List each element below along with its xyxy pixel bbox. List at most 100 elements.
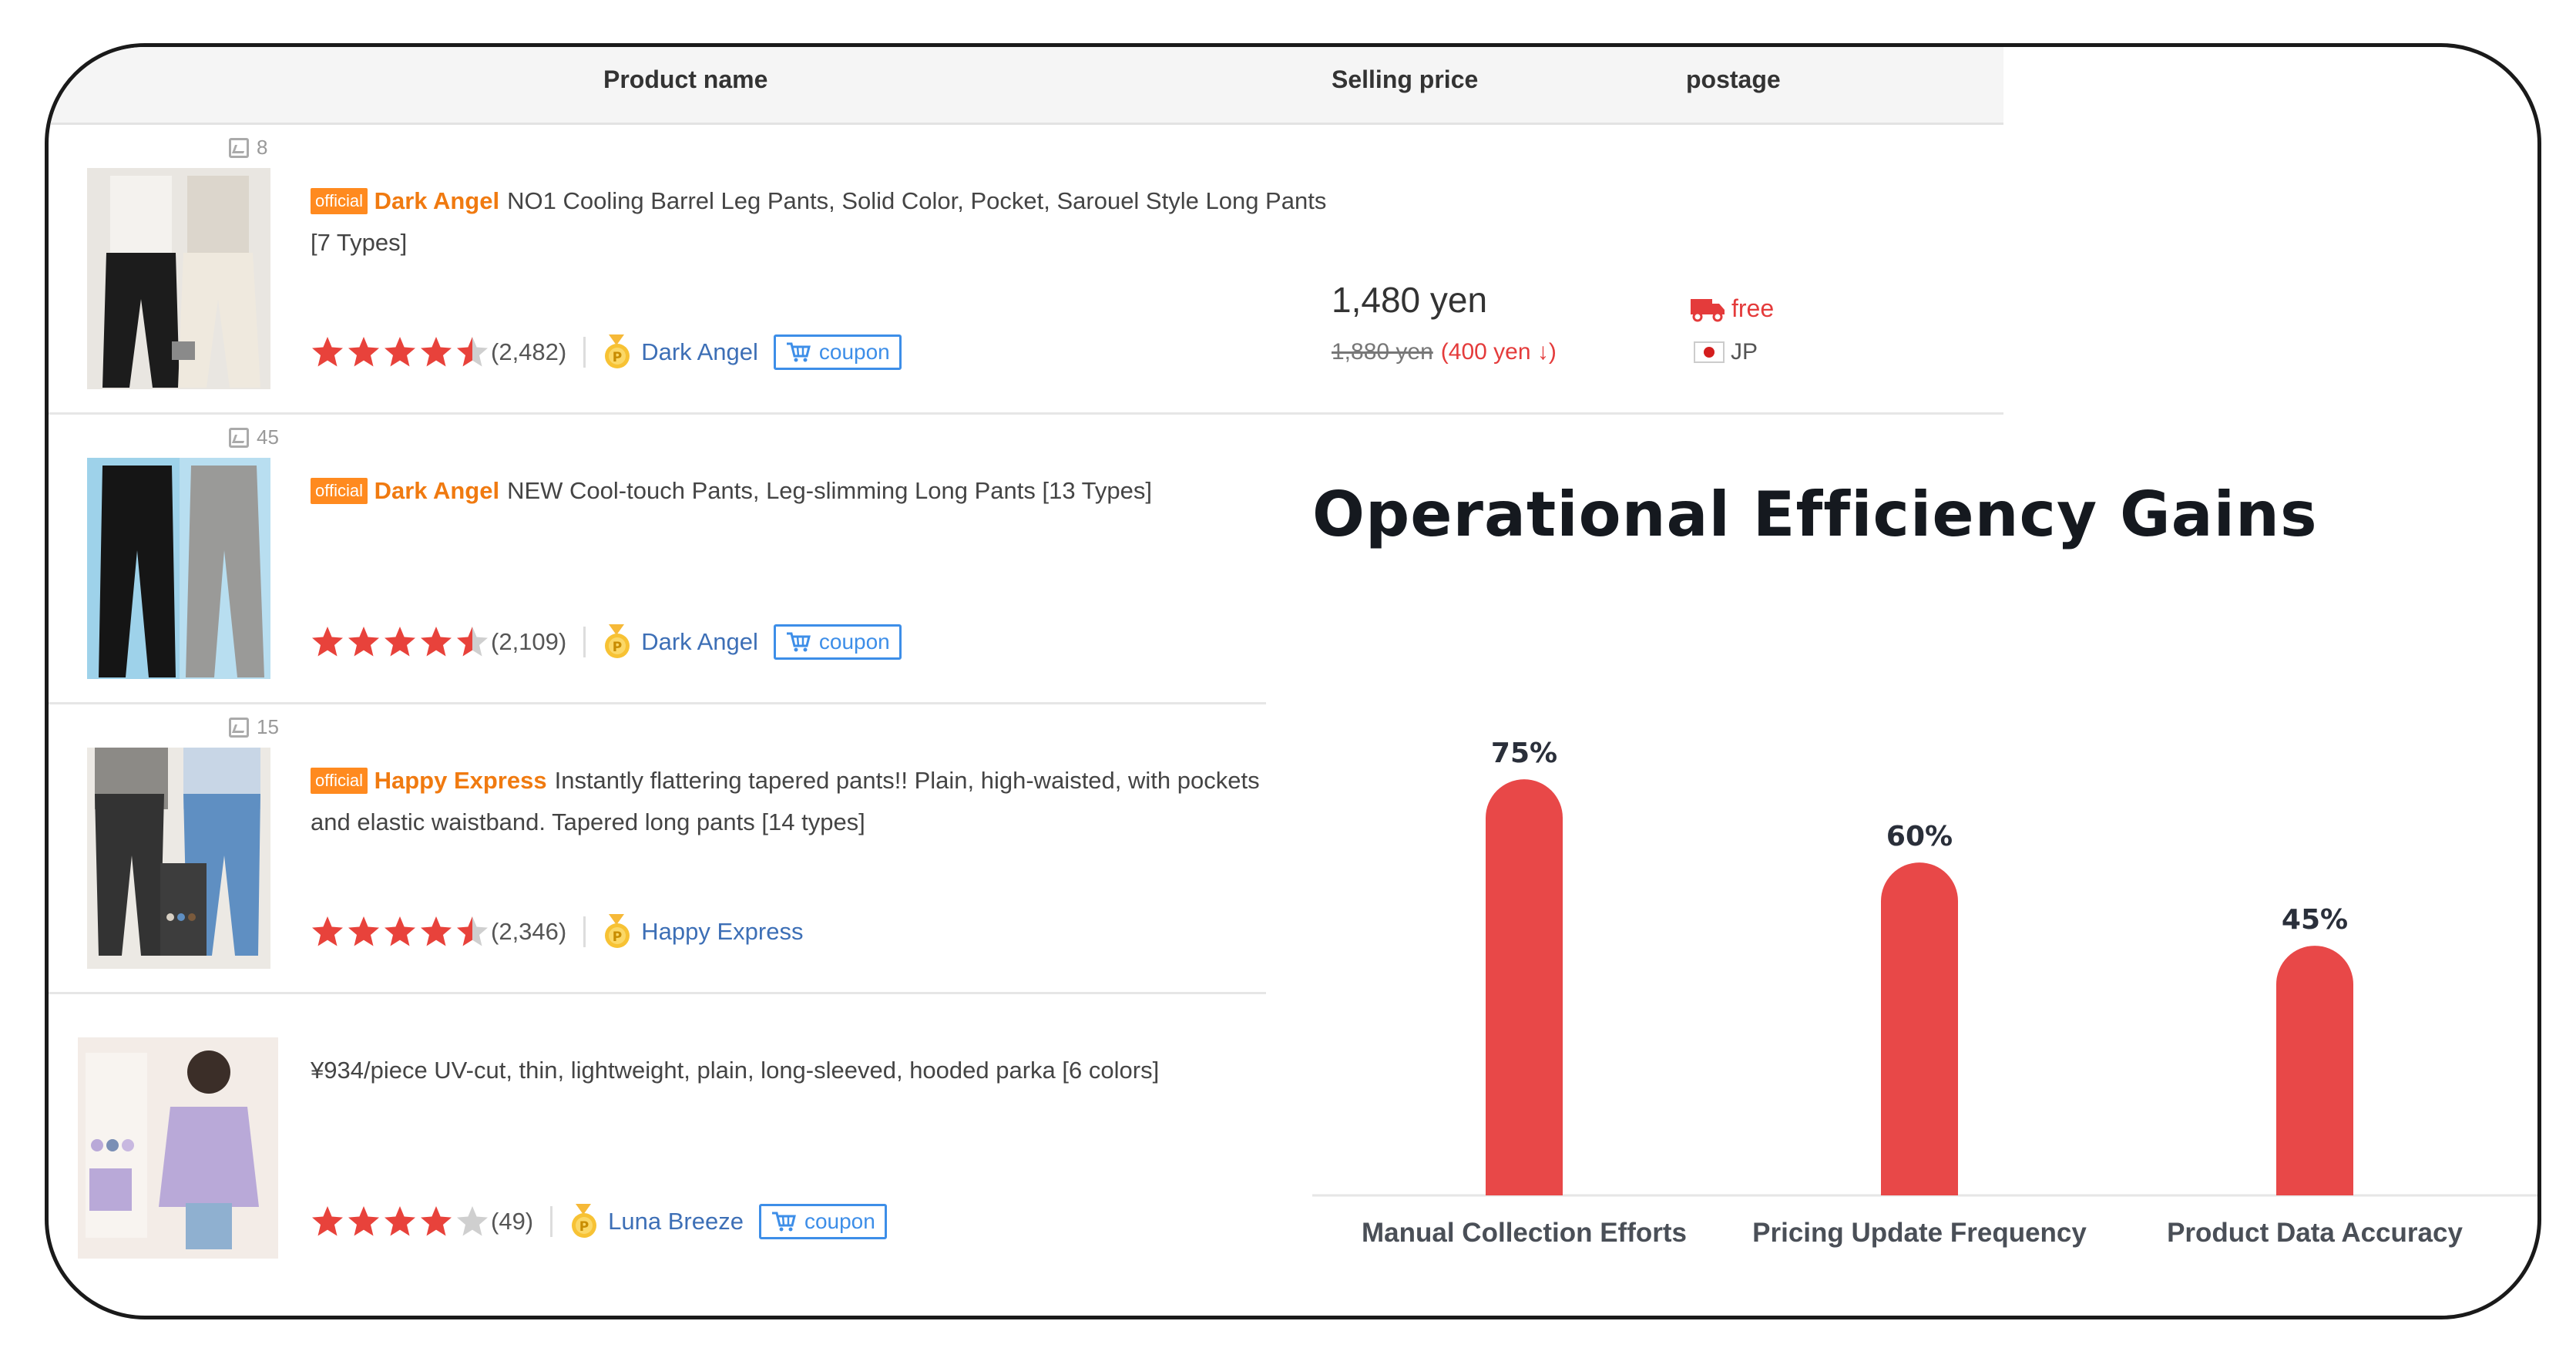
product-row[interactable]: 45 official Dark Angel NEW Cool-touch Pan…	[49, 415, 1266, 704]
review-count[interactable]: (2,346)	[491, 918, 567, 945]
review-count[interactable]: (2,109)	[491, 628, 567, 655]
coupon-button[interactable]: coupon	[773, 624, 902, 660]
bar-chart: 75% Manual Collection Efforts 60% Pricing U…	[1312, 738, 2537, 1248]
star-icon	[457, 337, 488, 367]
category-label: Manual Collection Efforts	[1362, 1218, 1687, 1248]
star-rating	[311, 335, 489, 369]
shop-link[interactable]: Luna Breeze	[608, 1208, 744, 1235]
star-icon	[421, 337, 452, 367]
cart-icon	[786, 342, 811, 362]
origin-label: JP	[1731, 339, 1758, 365]
star-icon	[385, 1206, 415, 1236]
star-icon	[385, 337, 415, 367]
review-count[interactable]: (2,482)	[491, 338, 567, 365]
product-title-text[interactable]: NEW Cool-touch Pants, Leg-slimming Long …	[507, 477, 1152, 504]
coupon-button[interactable]: coupon	[773, 334, 902, 370]
shop-link[interactable]: Dark Angel	[641, 628, 758, 655]
price-diff: (400 yen ↓)	[1440, 339, 1557, 365]
bar-value-label: 60%	[1886, 821, 1953, 852]
bar-2	[1881, 862, 1958, 1195]
star-rating	[311, 625, 489, 659]
product-title[interactable]: official Happy Express Instantly flatteri…	[311, 760, 1266, 843]
coupon-label: coupon	[818, 630, 890, 654]
shop-medal-icon: P	[572, 1204, 597, 1238]
svg-text:P: P	[613, 350, 622, 365]
official-badge: official	[311, 188, 368, 214]
star-rating	[311, 1205, 489, 1239]
category-label: Product Data Accuracy	[2167, 1218, 2463, 1248]
image-count-value: 8	[257, 136, 268, 159]
shop-medal-icon: P	[605, 334, 630, 368]
star-icon	[457, 627, 488, 657]
picture-icon	[229, 427, 249, 448]
star-icon	[457, 1206, 488, 1236]
header-postage[interactable]: postage	[1686, 66, 1781, 93]
shop-medal-icon: P	[605, 624, 630, 658]
content-frame: Product name Selling price postage 8 off…	[45, 43, 2541, 1319]
category-label: Pricing Update Frequency	[1752, 1218, 2087, 1248]
truck-icon	[1691, 298, 1725, 321]
brand-name[interactable]: Dark Angel	[374, 477, 500, 504]
svg-text:P: P	[579, 1219, 589, 1235]
star-icon	[348, 1206, 379, 1236]
star-icon	[457, 916, 488, 946]
divider	[583, 916, 586, 947]
cart-icon	[771, 1212, 796, 1232]
image-count: 8	[229, 136, 267, 160]
chart-title: Operational Efficiency Gains	[1312, 479, 2318, 550]
product-image-pants	[87, 168, 270, 389]
product-row[interactable]: ¥934/piece UV-cut, thin, lightweight, pl…	[49, 994, 1266, 1282]
star-icon	[348, 627, 379, 657]
product-thumbnail[interactable]	[87, 458, 270, 679]
product-meta: (2,482) P Dark Angel coupon	[311, 333, 902, 371]
product-image-pants	[87, 458, 270, 679]
product-title[interactable]: official Dark Angel NO1 Cooling Barrel Le…	[311, 180, 1351, 264]
bar-value-label: 45%	[2282, 904, 2348, 936]
product-title-text[interactable]: Instantly flattering tapered pants!! Pla…	[311, 767, 1260, 835]
selling-price: 1,480 yen	[1332, 280, 1488, 320]
coupon-button[interactable]: coupon	[758, 1204, 887, 1239]
picture-icon	[229, 717, 249, 738]
official-badge: official	[311, 768, 368, 794]
product-title[interactable]: official Dark Angel NEW Cool-touch Pants,…	[311, 470, 1351, 512]
bar-3	[2276, 946, 2353, 1195]
shop-link[interactable]: Happy Express	[641, 918, 804, 945]
star-icon	[348, 916, 379, 946]
star-icon	[312, 337, 343, 367]
product-thumbnail[interactable]	[87, 168, 270, 389]
image-count-value: 45	[257, 425, 279, 449]
divider	[550, 1206, 553, 1237]
star-icon	[312, 627, 343, 657]
star-rating	[311, 915, 489, 949]
product-thumbnail[interactable]	[78, 1037, 278, 1259]
product-meta: (2,109) P Dark Angel coupon	[311, 623, 902, 661]
product-title[interactable]: ¥934/piece UV-cut, thin, lightweight, pl…	[311, 1050, 1351, 1091]
official-badge: official	[311, 478, 368, 504]
header-product-name[interactable]: Product name	[603, 66, 768, 93]
brand-name[interactable]: Happy Express	[374, 767, 547, 794]
coupon-label: coupon	[804, 1209, 875, 1233]
star-icon	[421, 1206, 452, 1236]
table-header: Product name Selling price postage	[49, 47, 2003, 125]
product-thumbnail[interactable]	[87, 748, 270, 969]
star-icon	[312, 1206, 343, 1236]
header-selling-price[interactable]: Selling price	[1332, 66, 1479, 93]
product-title-text[interactable]: ¥934/piece UV-cut, thin, lightweight, pl…	[311, 1057, 1160, 1084]
image-count-value: 15	[257, 715, 279, 738]
picture-icon	[229, 137, 249, 158]
product-meta: (2,346) P Happy Express	[311, 913, 818, 951]
brand-name[interactable]: Dark Angel	[374, 187, 500, 214]
divider	[583, 337, 586, 368]
coupon-label: coupon	[818, 340, 890, 364]
product-row[interactable]: 8 official Dark Angel NO1 Cooling Barrel …	[49, 125, 2003, 415]
product-title-text[interactable]: NO1 Cooling Barrel Leg Pants, Solid Colo…	[311, 187, 1327, 256]
divider	[583, 627, 586, 657]
product-row[interactable]: 15 official Happy Express Instantly flatt…	[49, 704, 1266, 994]
review-count[interactable]: (49)	[491, 1208, 534, 1235]
shop-link[interactable]: Dark Angel	[641, 338, 758, 365]
shop-medal-icon: P	[605, 914, 630, 948]
product-image-parka	[78, 1037, 278, 1259]
bar-value-label: 75%	[1491, 738, 1557, 769]
bar-1	[1486, 779, 1563, 1195]
star-icon	[312, 916, 343, 946]
